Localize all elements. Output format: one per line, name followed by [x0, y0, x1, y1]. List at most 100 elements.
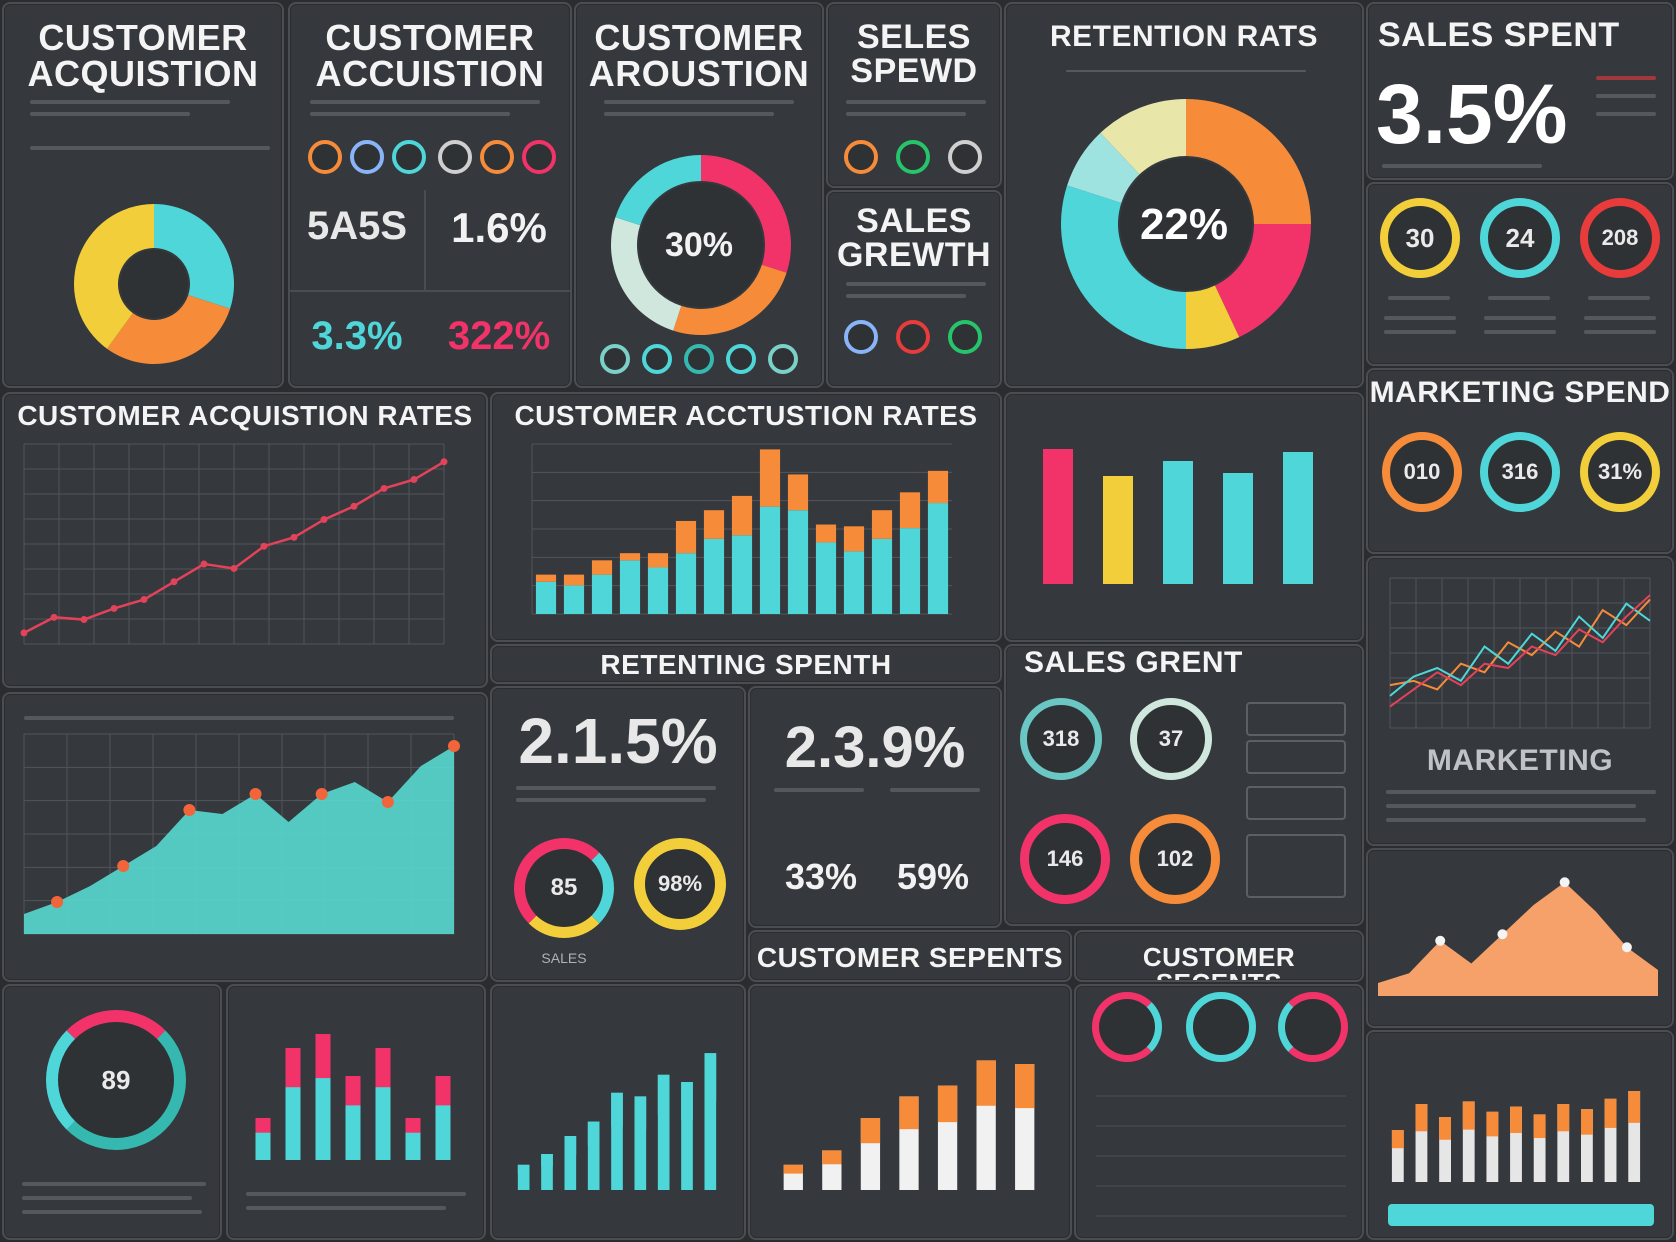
- metric-dot-icon[interactable]: [350, 140, 384, 174]
- bar-cap: [1439, 1117, 1451, 1140]
- kpi-ring[interactable]: 208: [1580, 198, 1660, 278]
- donut-hole: [120, 250, 188, 318]
- bar: [1486, 1111, 1499, 1182]
- panel-gauge: 89: [2, 984, 222, 1240]
- bar-cap: [435, 1076, 451, 1106]
- metric-dot-icon[interactable]: [642, 344, 672, 374]
- panel-sales-grent: SALES GRENT 318 37 146 102: [1004, 644, 1364, 926]
- metric-dot-icon[interactable]: [684, 344, 714, 374]
- pie-slice: [1186, 99, 1311, 224]
- bar: [703, 510, 725, 539]
- panel-marketing-spend: MARKETING SPEND 010 316 31%: [1366, 368, 1674, 554]
- metric-dot-icon[interactable]: [392, 140, 426, 174]
- kpi-ring[interactable]: 37: [1130, 698, 1212, 780]
- bar-cap: [611, 1092, 623, 1127]
- metric-dot-icon[interactable]: [522, 140, 556, 174]
- metric-dot-icon[interactable]: [948, 140, 982, 174]
- bar: [1510, 1106, 1522, 1182]
- metric-dot-icon[interactable]: [948, 320, 982, 354]
- bar-cap: [517, 1164, 530, 1174]
- bar-cap: [976, 1060, 996, 1106]
- kpi-ring[interactable]: 146: [1020, 814, 1110, 904]
- panel-retention-bars: [1004, 392, 1364, 642]
- bar: [675, 520, 697, 554]
- kpi-ring[interactable]: 24: [1480, 198, 1560, 278]
- kpi-ring[interactable]: 318: [1020, 698, 1102, 780]
- metric-dot-icon[interactable]: [844, 140, 878, 174]
- bar: [1391, 1130, 1404, 1182]
- panel-sales-growth: SALES GREWTH: [826, 190, 1002, 388]
- bar-cap: [285, 1048, 301, 1088]
- kpi-ring[interactable]: [1092, 992, 1162, 1062]
- stat-value: 2.3.9%: [784, 715, 966, 780]
- toggle-chip[interactable]: [1246, 702, 1346, 736]
- bar-cap: [681, 1082, 693, 1120]
- bar: [731, 535, 753, 614]
- bar: [1462, 1101, 1475, 1182]
- data-point: [20, 629, 28, 637]
- action-button[interactable]: [1388, 1204, 1654, 1226]
- bar: [517, 1164, 530, 1190]
- bar: [591, 560, 613, 575]
- metric-dot-icon[interactable]: [726, 344, 756, 374]
- panel-customer-acquisition-2: CUSTOMER ACCUISTION 5A5S 1.6% 3.3% 322%: [288, 2, 572, 388]
- data-point: [80, 616, 88, 624]
- kpi-ring[interactable]: 30: [1380, 198, 1460, 278]
- metric-dot-icon[interactable]: [480, 140, 514, 174]
- pie-slice: [154, 204, 234, 309]
- series-line: [1389, 594, 1651, 708]
- kpi-ring[interactable]: [1186, 992, 1256, 1062]
- kpi-ring[interactable]: 102: [1130, 814, 1220, 904]
- data-point: [50, 613, 58, 621]
- bar-cap: [345, 1076, 361, 1106]
- bar: [1415, 1104, 1428, 1182]
- bar-cap: [405, 1118, 421, 1133]
- panel-bars-1: [226, 984, 486, 1240]
- kpi-ring[interactable]: 010: [1382, 432, 1462, 512]
- toggle-chip[interactable]: [1246, 834, 1346, 898]
- bar-cap: [657, 1074, 670, 1116]
- bar: [1439, 1117, 1451, 1182]
- panel-title: CUSTOMER ACQUISTION: [27, 17, 259, 94]
- metric-dot-icon[interactable]: [896, 320, 930, 354]
- donut-hole: [1120, 158, 1252, 290]
- panel-bars-2: [490, 984, 746, 1240]
- kpi-ring[interactable]: 98%: [634, 838, 726, 930]
- bar: [591, 574, 613, 614]
- gauge-ring[interactable]: 89: [46, 1010, 186, 1150]
- bar: [731, 495, 753, 536]
- metric-dot-icon[interactable]: [844, 320, 878, 354]
- metric-dot-icon[interactable]: [600, 344, 630, 374]
- bar-cap: [783, 1164, 803, 1174]
- bar: [541, 1154, 553, 1190]
- pie-slice: [1186, 285, 1240, 349]
- pie-slice: [1061, 185, 1186, 349]
- donut-center-label: 22%: [1139, 200, 1229, 249]
- toggle-chip[interactable]: [1246, 740, 1346, 774]
- small-bar-chart: [517, 1053, 717, 1190]
- bar: [634, 1096, 647, 1190]
- toggle-chip[interactable]: [1246, 786, 1346, 820]
- data-point: [320, 516, 328, 524]
- metric-dot-icon[interactable]: [438, 140, 472, 174]
- series-line: [1389, 602, 1651, 697]
- kpi-ring[interactable]: 316: [1480, 432, 1560, 512]
- metric-dot-icon[interactable]: [308, 140, 342, 174]
- bar-cap: [1510, 1106, 1522, 1133]
- bar: [647, 553, 669, 568]
- bar-cap: [634, 1096, 647, 1130]
- acquisition-rates-bar-chart: [531, 443, 952, 615]
- metric-dot-icon[interactable]: [768, 344, 798, 374]
- metric-dot-icon[interactable]: [896, 140, 930, 174]
- data-point: [249, 788, 262, 800]
- bar: [675, 553, 697, 614]
- data-point: [440, 458, 448, 466]
- kpi-ring[interactable]: [1278, 992, 1348, 1062]
- data-point: [1497, 929, 1508, 940]
- kpi-ring[interactable]: 31%: [1580, 432, 1660, 512]
- bar-cap: [822, 1150, 842, 1165]
- kpi-ring[interactable]: 85: [514, 838, 614, 938]
- bar-cap: [1581, 1109, 1593, 1135]
- retention-donut-chart: [1061, 99, 1311, 349]
- bar: [759, 449, 781, 507]
